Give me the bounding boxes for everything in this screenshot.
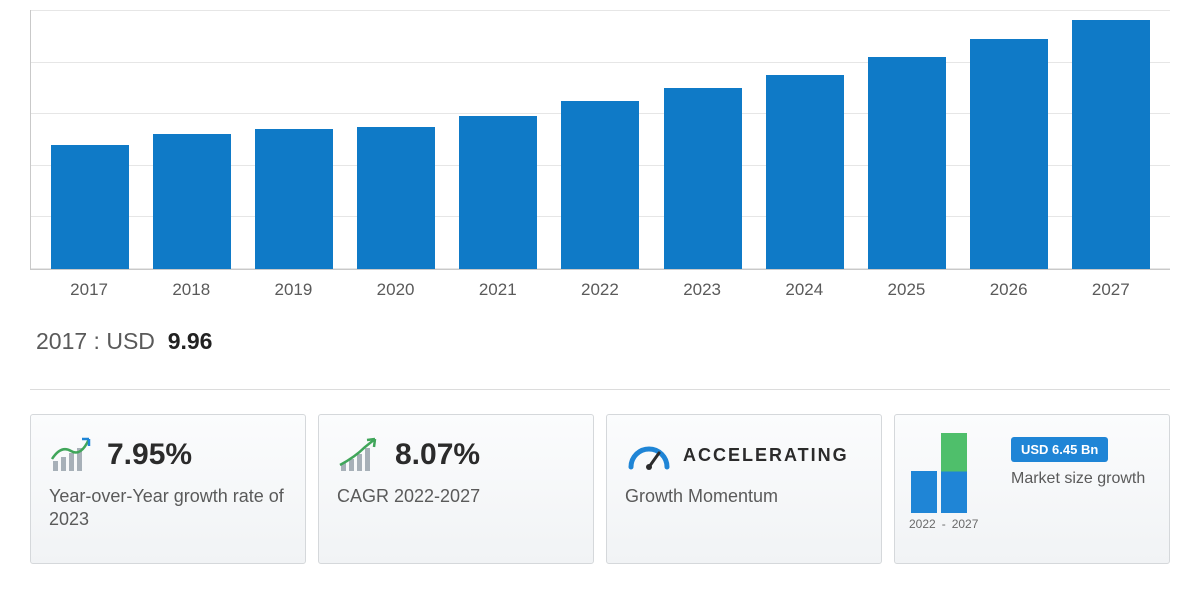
x-tick-label: 2026 xyxy=(970,280,1048,300)
chart-bar xyxy=(459,116,537,269)
momentum-title: ACCELERATING xyxy=(683,445,849,466)
chart-caption: 2017 : USD 9.96 xyxy=(36,328,1170,355)
mini-chart-years: 2022 - 2027 xyxy=(909,517,978,531)
chart-bar xyxy=(766,75,844,269)
caption-currency: USD xyxy=(106,328,155,354)
metrics-cards-row: 7.95% Year-over-Year growth rate of 2023… xyxy=(30,414,1170,564)
gauge-icon xyxy=(625,435,673,475)
x-tick-label: 2020 xyxy=(357,280,435,300)
card-market-size-growth: USD 6.45 Bn Market size growth 2022 - 20… xyxy=(894,414,1170,564)
chart-bar xyxy=(561,101,639,269)
yoy-label: Year-over-Year growth rate of 2023 xyxy=(49,485,287,532)
chart-bar xyxy=(357,127,435,269)
chart-bar xyxy=(1072,20,1150,269)
caption-value: 9.96 xyxy=(168,328,213,354)
cagr-label: CAGR 2022-2027 xyxy=(337,485,575,508)
chart-bar xyxy=(255,129,333,269)
x-tick-label: 2021 xyxy=(459,280,537,300)
x-tick-label: 2025 xyxy=(867,280,945,300)
momentum-label: Growth Momentum xyxy=(625,485,863,508)
cagr-metric: 8.07% xyxy=(395,438,480,472)
caption-year: 2017 xyxy=(36,328,87,354)
chart-bar xyxy=(970,39,1048,270)
chart-bar xyxy=(153,134,231,269)
yoy-metric: 7.95% xyxy=(107,438,192,472)
trend-up-icon xyxy=(49,435,97,475)
x-tick-label: 2027 xyxy=(1072,280,1150,300)
mini-bar xyxy=(941,433,967,513)
divider xyxy=(30,389,1170,390)
card-growth-momentum: ACCELERATING Growth Momentum xyxy=(606,414,882,564)
chart-x-axis: 2017 2018 2019 2020 2021 2022 2023 2024 2025 2026… xyxy=(30,270,1170,300)
chart-bar xyxy=(868,57,946,269)
card-cagr: 8.07% CAGR 2022-2027 xyxy=(318,414,594,564)
x-tick-label: 2018 xyxy=(152,280,230,300)
growth-pill: USD 6.45 Bn xyxy=(1011,437,1108,462)
chart-bar xyxy=(664,88,742,269)
mini-year-start: 2022 xyxy=(909,517,936,531)
x-tick-label: 2017 xyxy=(50,280,128,300)
mini-year-end: 2027 xyxy=(952,517,979,531)
card-yoy-growth: 7.95% Year-over-Year growth rate of 2023 xyxy=(30,414,306,564)
mini-bar xyxy=(911,471,937,513)
x-tick-label: 2022 xyxy=(561,280,639,300)
mini-bar-chart xyxy=(911,433,967,513)
growth-arrow-icon xyxy=(337,435,385,475)
growth-label: Market size growth xyxy=(1011,469,1145,489)
chart-bars xyxy=(31,10,1170,269)
x-tick-label: 2019 xyxy=(254,280,332,300)
market-size-bar-chart xyxy=(30,10,1170,270)
x-tick-label: 2023 xyxy=(663,280,741,300)
chart-bar xyxy=(51,145,129,269)
x-tick-label: 2024 xyxy=(765,280,843,300)
